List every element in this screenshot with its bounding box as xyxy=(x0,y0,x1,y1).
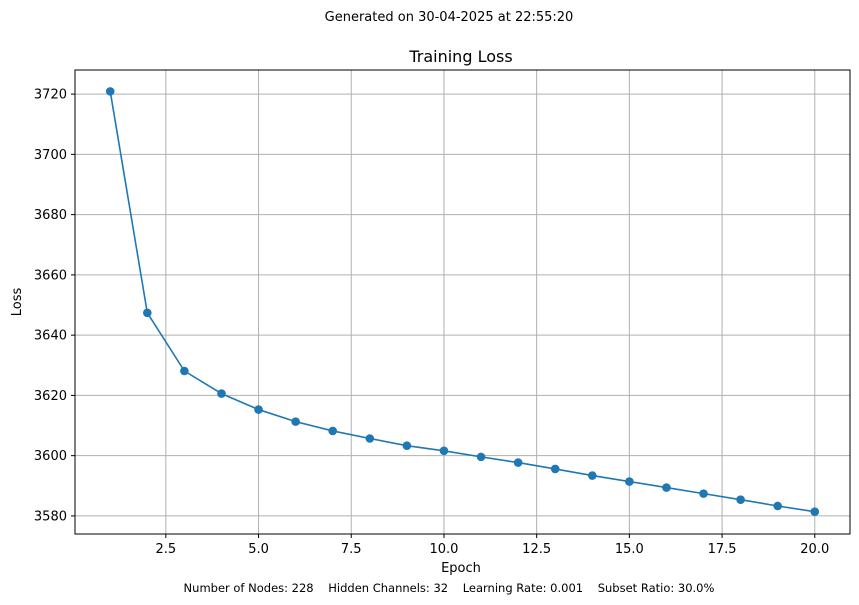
loss-point xyxy=(773,501,782,511)
training-parameters: Number of Nodes: 228 Hidden Channels: 32… xyxy=(184,581,715,595)
grid-lines xyxy=(75,70,850,534)
y-tick-label: 3580 xyxy=(34,509,67,524)
y-axis-label: Loss xyxy=(10,288,25,317)
y-tick-label: 3600 xyxy=(34,449,67,464)
x-tick-label: 2.5 xyxy=(156,542,177,557)
x-tick-label: 10.0 xyxy=(429,542,458,557)
loss-point xyxy=(291,417,300,426)
x-tick-label: 20.0 xyxy=(800,542,829,557)
chart-title: Training Loss xyxy=(408,47,512,66)
generated-timestamp: Generated on 30-04-2025 at 22:55:20 xyxy=(325,10,574,25)
y-tick-label: 3640 xyxy=(34,329,67,344)
loss-point xyxy=(105,87,115,96)
loss-point xyxy=(625,477,634,486)
loss-point xyxy=(217,389,226,398)
x-tick-label: 17.5 xyxy=(708,542,737,557)
y-tick-label: 3680 xyxy=(34,208,67,223)
loss-point xyxy=(180,366,189,376)
x-tick-label: 5.0 xyxy=(248,542,269,557)
y-tick-label: 3660 xyxy=(34,268,67,283)
loss-point xyxy=(513,458,523,467)
loss-point xyxy=(810,507,820,517)
loss-point xyxy=(587,471,597,480)
y-tick-label: 3720 xyxy=(34,88,67,103)
loss-point xyxy=(328,426,338,436)
loss-point xyxy=(402,441,412,451)
loss-point xyxy=(254,405,263,414)
plot-frame xyxy=(74,69,851,535)
y-tick-label: 3620 xyxy=(34,389,67,404)
axis-ticks: 2.5 5.0 7.5 10.0 12.5 15.0 17.5 20.0 3580 3600 362… xyxy=(34,88,829,557)
loss-point xyxy=(476,452,486,462)
x-tick-label: 7.5 xyxy=(341,542,362,557)
loss-point xyxy=(143,308,152,318)
loss-point xyxy=(439,446,449,456)
x-tick-label: 15.0 xyxy=(615,542,644,557)
loss-point xyxy=(736,495,745,504)
loss-point xyxy=(662,483,671,492)
loss-series xyxy=(105,87,820,517)
loss-point xyxy=(550,464,560,474)
loss-point xyxy=(699,489,708,498)
x-axis-label: Epoch xyxy=(441,561,481,576)
x-tick-label: 12.5 xyxy=(522,542,551,557)
y-tick-label: 3700 xyxy=(34,148,67,163)
loss-line xyxy=(109,91,815,513)
loss-point xyxy=(365,434,375,443)
